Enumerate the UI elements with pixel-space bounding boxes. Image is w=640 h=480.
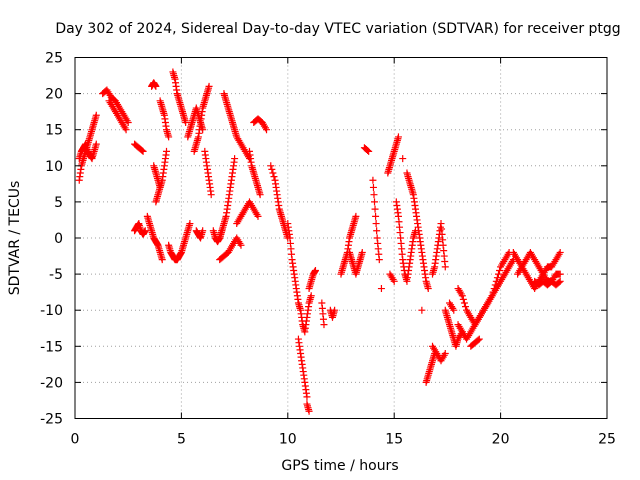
data-point-marker [270, 173, 278, 181]
data-point-marker [369, 183, 377, 191]
data-point-marker [158, 256, 166, 264]
data-point-marker [307, 292, 315, 300]
data-point-marker [394, 133, 402, 141]
data-point-marker [474, 336, 482, 344]
data-point-marker [303, 393, 311, 401]
data-point-marker [165, 133, 173, 141]
data-point-marker [92, 140, 100, 148]
data-point-marker [205, 82, 213, 90]
data-point-marker [267, 162, 275, 170]
data-point-marker [460, 299, 468, 307]
data-point-marker [263, 126, 271, 134]
y-tick-label: 25 [45, 51, 63, 67]
x-tick-label: 25 [598, 432, 616, 448]
data-points [75, 68, 564, 415]
data-point-marker [141, 227, 149, 235]
data-point-marker [372, 212, 380, 220]
data-point-marker [207, 191, 215, 199]
data-point-marker [331, 306, 339, 314]
data-point-marker [555, 278, 563, 286]
data-point-marker [268, 165, 276, 173]
data-point-marker [493, 274, 501, 282]
data-point-marker [352, 212, 360, 220]
data-point-marker [152, 82, 160, 90]
data-point-marker [371, 198, 379, 206]
x-tick-label: 0 [71, 432, 80, 448]
y-axis-label: SDTVAR / TECUs [7, 181, 23, 296]
axis-ticks [74, 57, 608, 419]
data-point-marker [139, 147, 147, 155]
data-point-marker [488, 292, 496, 300]
data-point-marker [390, 277, 398, 285]
data-point-marker [496, 266, 504, 274]
data-point-marker [556, 277, 564, 285]
data-point-marker [369, 176, 377, 184]
data-point-marker [364, 146, 372, 154]
y-tick-label: 5 [54, 195, 63, 211]
data-point-marker [186, 220, 194, 228]
data-point-marker [461, 303, 469, 311]
data-point-marker [441, 350, 449, 358]
data-point-marker [399, 155, 407, 163]
y-tick-labels: 25 20 15 10 5 0 -5 -10 -15 -20 -25 [40, 51, 63, 428]
data-point-marker [372, 220, 380, 228]
y-tick-label: -10 [40, 303, 63, 319]
data-point-marker [373, 227, 381, 235]
y-tick-label: -20 [40, 375, 63, 391]
data-point-marker [375, 256, 383, 264]
y-tick-label: -15 [40, 339, 63, 355]
data-point-marker [556, 248, 564, 256]
data-point-marker [370, 191, 378, 199]
y-tick-label: -5 [49, 267, 63, 283]
x-tick-label: 10 [279, 432, 297, 448]
chart-title: Day 302 of 2024, Sidereal Day-to-day VTE… [55, 21, 620, 37]
y-tick-label: -25 [40, 412, 63, 428]
data-point-marker [311, 266, 319, 274]
data-point-marker [365, 147, 373, 155]
data-point-marker [163, 147, 171, 155]
data-point-marker [377, 285, 385, 293]
data-point-marker [489, 288, 497, 296]
data-point-marker [475, 335, 483, 343]
data-point-marker [269, 169, 277, 177]
data-point-marker [122, 126, 130, 134]
data-point-marker [92, 111, 100, 119]
data-point-marker [358, 248, 366, 256]
data-point-marker [254, 212, 262, 220]
data-point-marker [305, 407, 313, 415]
data-point-marker [237, 241, 245, 249]
data-point-marker [199, 227, 207, 235]
data-point-marker [458, 292, 466, 300]
data-point-marker [138, 146, 146, 154]
y-tick-label: 20 [45, 87, 63, 103]
data-point-marker [441, 263, 449, 271]
data-point-marker [492, 277, 500, 285]
data-point-marker [490, 285, 498, 293]
data-point-marker [371, 205, 379, 213]
data-point-marker [231, 155, 239, 163]
x-tick-label: 15 [385, 432, 403, 448]
data-point-marker [491, 281, 499, 289]
y-tick-label: 0 [54, 231, 63, 247]
x-tick-label: 20 [492, 432, 510, 448]
data-point-marker [182, 118, 190, 126]
data-point-marker [256, 191, 264, 199]
x-axis-label: GPS time / hours [281, 458, 398, 474]
y-tick-label: 15 [45, 123, 63, 139]
data-point-marker [418, 306, 426, 314]
data-point-marker [124, 118, 132, 126]
y-tick-label: 10 [45, 159, 63, 175]
data-point-marker [459, 295, 467, 303]
data-point-marker [320, 321, 328, 329]
x-tick-labels: 0 5 10 15 20 25 [71, 432, 616, 448]
data-point-marker [424, 285, 432, 293]
data-point-marker [494, 270, 502, 278]
x-tick-label: 5 [177, 432, 186, 448]
data-point-marker [556, 270, 564, 278]
data-point-marker [450, 306, 458, 314]
